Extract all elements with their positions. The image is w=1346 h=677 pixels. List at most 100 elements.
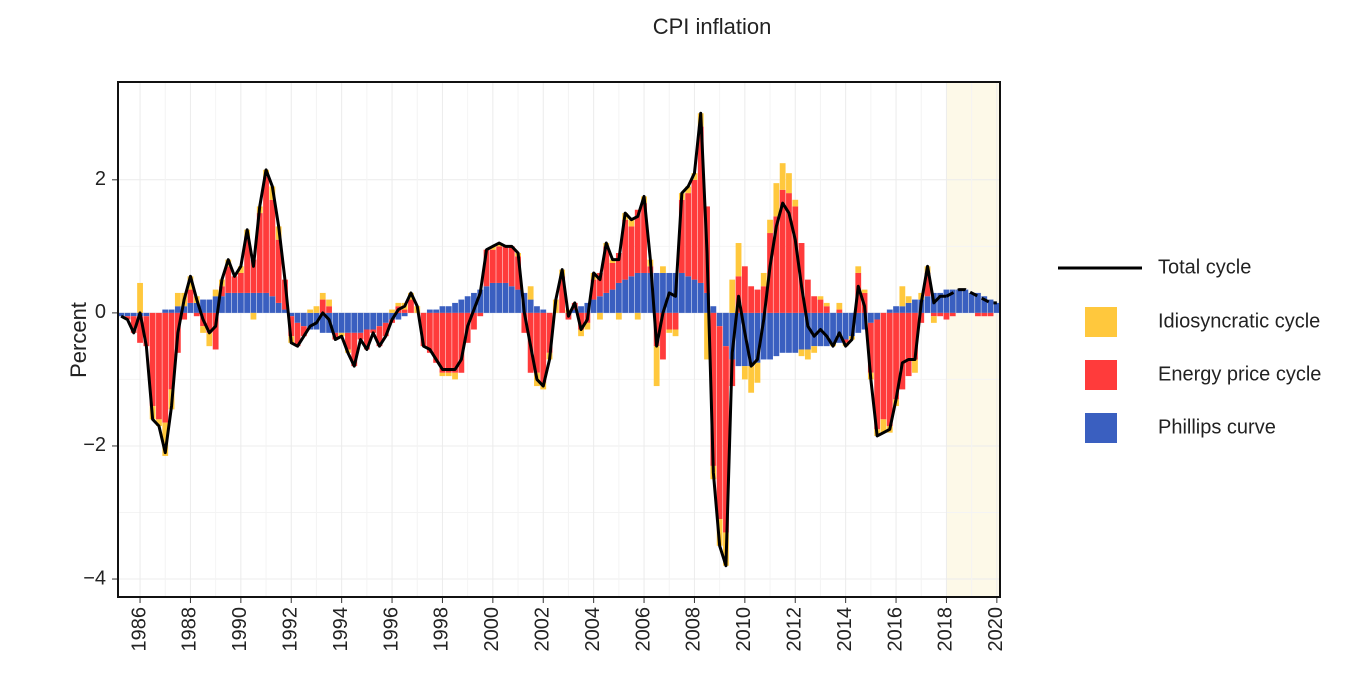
bar-segment bbox=[615, 253, 622, 283]
bar-segment bbox=[502, 246, 509, 283]
bar-segment bbox=[899, 286, 906, 307]
bar-segment bbox=[187, 276, 194, 290]
x-tick-label: 1992 bbox=[280, 607, 302, 652]
bar-segment bbox=[634, 209, 641, 273]
bar-segment bbox=[842, 339, 849, 343]
bar-segment bbox=[433, 309, 440, 313]
bar-segment bbox=[962, 289, 969, 313]
bar-segment bbox=[496, 282, 503, 313]
plot-frame bbox=[117, 81, 1001, 598]
bar-segment bbox=[389, 312, 395, 320]
bar-segment bbox=[313, 306, 320, 313]
bar-segment bbox=[779, 312, 786, 353]
bar-segment bbox=[452, 372, 458, 380]
x-tick-label: 2014 bbox=[834, 607, 856, 652]
bar-segment bbox=[206, 332, 213, 347]
bar-segment bbox=[130, 312, 137, 317]
bar-segment bbox=[351, 312, 358, 333]
bar-segment bbox=[275, 239, 282, 303]
bar-segment bbox=[326, 299, 332, 307]
bar-segment bbox=[130, 316, 137, 333]
bar-segment bbox=[685, 193, 692, 277]
bar-segment bbox=[760, 272, 767, 287]
bar-segment bbox=[578, 306, 584, 313]
bar-segment bbox=[168, 309, 175, 313]
bar-segment bbox=[779, 189, 786, 313]
bar-segment bbox=[767, 312, 773, 360]
bar-segment bbox=[256, 292, 263, 313]
bar-segment bbox=[483, 249, 490, 287]
bar-segment bbox=[710, 306, 717, 313]
bar-segment bbox=[653, 346, 660, 387]
bar-segment bbox=[956, 289, 962, 313]
bar-segment bbox=[534, 312, 540, 373]
bar-segment bbox=[269, 199, 276, 297]
bar-segment bbox=[345, 312, 351, 333]
bar-segment bbox=[515, 289, 521, 313]
x-tick-label: 1988 bbox=[179, 607, 201, 652]
line bbox=[120, 111, 947, 568]
bar-segment bbox=[458, 312, 465, 373]
bar-segment bbox=[319, 292, 326, 300]
bar-segment bbox=[477, 312, 484, 317]
bar-segment bbox=[710, 312, 717, 466]
chart-title: CPI inflation bbox=[653, 14, 772, 39]
bar-segment bbox=[445, 312, 452, 373]
bar-segment bbox=[439, 372, 446, 377]
bar-segment bbox=[357, 312, 364, 333]
bar-segment bbox=[237, 272, 244, 293]
bar-segment bbox=[672, 329, 679, 337]
legend: Total cycle Idiosyncratic cycle Energy pri… bbox=[1058, 256, 1321, 443]
bar-segment bbox=[912, 312, 918, 360]
bar-segment bbox=[345, 332, 351, 350]
y-axis-label: Percent bbox=[66, 302, 91, 378]
bar-segment bbox=[307, 309, 314, 313]
bar-segment bbox=[634, 272, 641, 313]
bar-segment bbox=[754, 312, 761, 363]
bar-segment bbox=[804, 312, 811, 350]
bar-segment bbox=[987, 299, 994, 313]
bar-segment bbox=[924, 296, 931, 313]
y-tick-label: 0 bbox=[95, 301, 106, 323]
bar-segment bbox=[830, 312, 836, 343]
bar-segment bbox=[578, 329, 584, 337]
bar-segment bbox=[206, 312, 213, 333]
x-tick-label: 1998 bbox=[431, 607, 453, 652]
bar-segment bbox=[395, 302, 402, 307]
bar-segment bbox=[452, 302, 458, 313]
bar-segment bbox=[162, 422, 169, 456]
bar-segment bbox=[691, 179, 698, 280]
bar-segment bbox=[968, 292, 975, 313]
bar-segment bbox=[893, 312, 899, 400]
bar-segment bbox=[993, 302, 1000, 313]
y-tick-label: −2 bbox=[83, 434, 106, 456]
bar-segment bbox=[697, 126, 704, 283]
bar-segment bbox=[867, 312, 874, 323]
bar-segment bbox=[716, 312, 723, 327]
bar-segment bbox=[622, 279, 629, 313]
bar-segment bbox=[124, 312, 131, 317]
bar-segment bbox=[773, 183, 780, 217]
bar-segment bbox=[609, 259, 616, 263]
bar-segment bbox=[975, 312, 981, 317]
bar-segment bbox=[168, 312, 175, 390]
bar-segment bbox=[319, 312, 326, 333]
bar-segment bbox=[704, 312, 710, 360]
bar-segment bbox=[307, 312, 314, 330]
bar-segment bbox=[426, 312, 433, 353]
bar-segment bbox=[754, 362, 761, 383]
legend-label: Total cycle bbox=[1158, 256, 1251, 278]
bar-segment bbox=[981, 296, 988, 313]
bar-segment bbox=[817, 299, 824, 313]
bar-segment bbox=[181, 312, 188, 320]
bar-segment bbox=[237, 266, 244, 273]
bar-segment bbox=[464, 296, 471, 313]
bar-segment bbox=[288, 316, 295, 337]
bar-segment bbox=[319, 299, 326, 313]
bar-segment bbox=[653, 272, 660, 313]
bar-segment bbox=[666, 312, 673, 330]
bar-segment bbox=[685, 276, 692, 313]
bar-segment bbox=[193, 302, 200, 313]
bar-segment bbox=[716, 326, 723, 520]
bar-segment bbox=[792, 199, 799, 207]
